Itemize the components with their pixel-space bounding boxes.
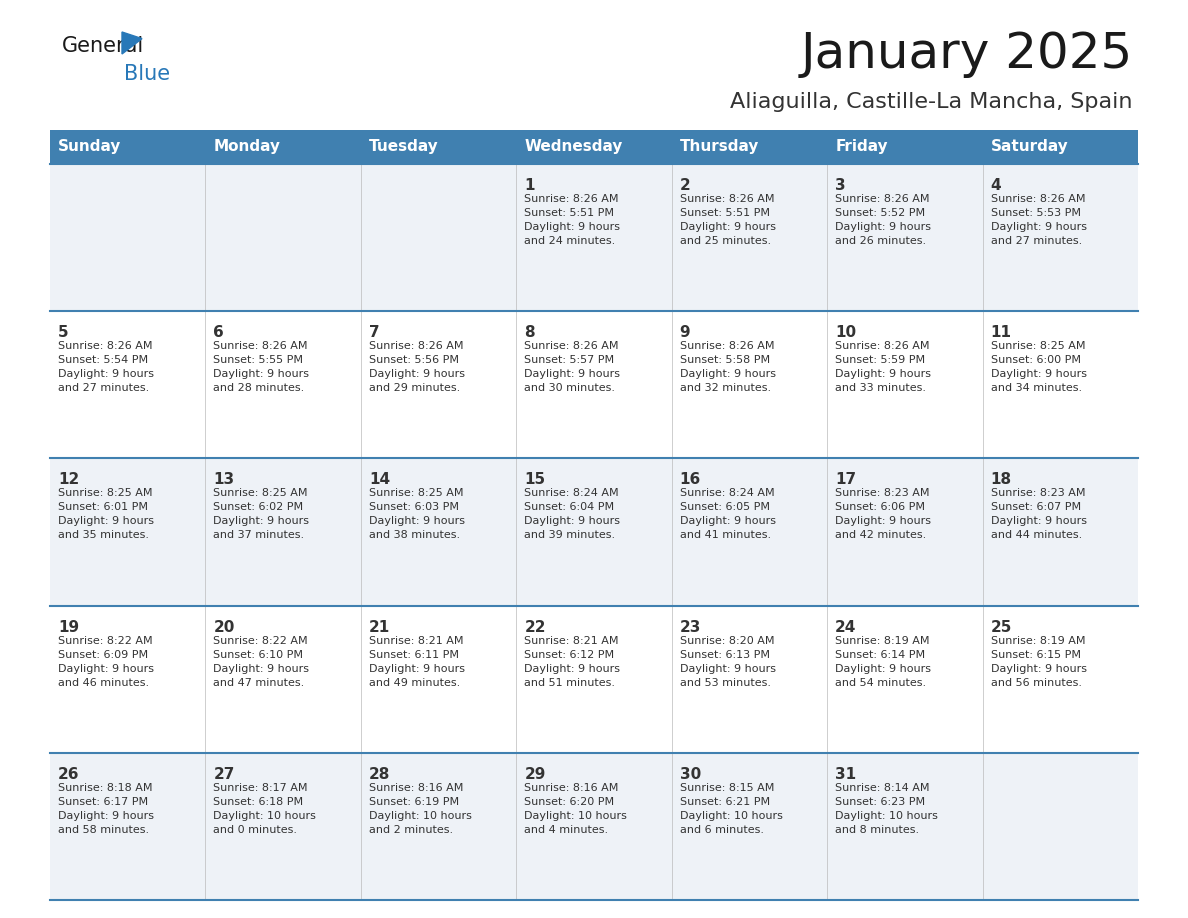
Text: 15: 15 [524,473,545,487]
Text: 1: 1 [524,178,535,193]
Text: 4: 4 [991,178,1001,193]
Text: January 2025: January 2025 [801,30,1133,78]
Text: 10: 10 [835,325,857,341]
Text: Sunrise: 8:26 AM
Sunset: 5:52 PM
Daylight: 9 hours
and 26 minutes.: Sunrise: 8:26 AM Sunset: 5:52 PM Dayligh… [835,194,931,246]
Text: 30: 30 [680,767,701,782]
Text: Sunrise: 8:26 AM
Sunset: 5:51 PM
Daylight: 9 hours
and 24 minutes.: Sunrise: 8:26 AM Sunset: 5:51 PM Dayligh… [524,194,620,246]
Text: 12: 12 [58,473,80,487]
Text: 17: 17 [835,473,857,487]
Text: Sunrise: 8:26 AM
Sunset: 5:56 PM
Daylight: 9 hours
and 29 minutes.: Sunrise: 8:26 AM Sunset: 5:56 PM Dayligh… [368,341,465,393]
Text: 19: 19 [58,620,80,634]
Text: Sunrise: 8:24 AM
Sunset: 6:05 PM
Daylight: 9 hours
and 41 minutes.: Sunrise: 8:24 AM Sunset: 6:05 PM Dayligh… [680,488,776,541]
FancyBboxPatch shape [50,130,1138,164]
Text: Sunrise: 8:18 AM
Sunset: 6:17 PM
Daylight: 9 hours
and 58 minutes.: Sunrise: 8:18 AM Sunset: 6:17 PM Dayligh… [58,783,154,834]
Text: Sunrise: 8:26 AM
Sunset: 5:51 PM
Daylight: 9 hours
and 25 minutes.: Sunrise: 8:26 AM Sunset: 5:51 PM Dayligh… [680,194,776,246]
Text: 11: 11 [991,325,1011,341]
FancyBboxPatch shape [50,311,1138,458]
FancyBboxPatch shape [50,753,1138,900]
Text: Sunrise: 8:21 AM
Sunset: 6:12 PM
Daylight: 9 hours
and 51 minutes.: Sunrise: 8:21 AM Sunset: 6:12 PM Dayligh… [524,635,620,688]
Text: Sunrise: 8:23 AM
Sunset: 6:06 PM
Daylight: 9 hours
and 42 minutes.: Sunrise: 8:23 AM Sunset: 6:06 PM Dayligh… [835,488,931,541]
Text: 23: 23 [680,620,701,634]
Text: Sunrise: 8:26 AM
Sunset: 5:54 PM
Daylight: 9 hours
and 27 minutes.: Sunrise: 8:26 AM Sunset: 5:54 PM Dayligh… [58,341,154,393]
Text: Tuesday: Tuesday [368,140,438,154]
FancyBboxPatch shape [50,606,1138,753]
Text: 5: 5 [58,325,69,341]
Text: Sunrise: 8:26 AM
Sunset: 5:53 PM
Daylight: 9 hours
and 27 minutes.: Sunrise: 8:26 AM Sunset: 5:53 PM Dayligh… [991,194,1087,246]
Text: Saturday: Saturday [991,140,1068,154]
Text: Sunrise: 8:19 AM
Sunset: 6:14 PM
Daylight: 9 hours
and 54 minutes.: Sunrise: 8:19 AM Sunset: 6:14 PM Dayligh… [835,635,931,688]
Text: 26: 26 [58,767,80,782]
Text: 24: 24 [835,620,857,634]
FancyBboxPatch shape [50,458,1138,606]
Text: 27: 27 [214,767,235,782]
FancyBboxPatch shape [50,164,1138,311]
Text: Blue: Blue [124,64,170,84]
Text: Sunday: Sunday [58,140,121,154]
Text: Sunrise: 8:16 AM
Sunset: 6:19 PM
Daylight: 10 hours
and 2 minutes.: Sunrise: 8:16 AM Sunset: 6:19 PM Dayligh… [368,783,472,834]
Text: Sunrise: 8:20 AM
Sunset: 6:13 PM
Daylight: 9 hours
and 53 minutes.: Sunrise: 8:20 AM Sunset: 6:13 PM Dayligh… [680,635,776,688]
Text: Friday: Friday [835,140,887,154]
Text: 29: 29 [524,767,545,782]
Text: Thursday: Thursday [680,140,759,154]
Text: Sunrise: 8:17 AM
Sunset: 6:18 PM
Daylight: 10 hours
and 0 minutes.: Sunrise: 8:17 AM Sunset: 6:18 PM Dayligh… [214,783,316,834]
Text: Sunrise: 8:25 AM
Sunset: 6:03 PM
Daylight: 9 hours
and 38 minutes.: Sunrise: 8:25 AM Sunset: 6:03 PM Dayligh… [368,488,465,541]
Text: 16: 16 [680,473,701,487]
Text: Sunrise: 8:25 AM
Sunset: 6:01 PM
Daylight: 9 hours
and 35 minutes.: Sunrise: 8:25 AM Sunset: 6:01 PM Dayligh… [58,488,154,541]
Text: Sunrise: 8:22 AM
Sunset: 6:09 PM
Daylight: 9 hours
and 46 minutes.: Sunrise: 8:22 AM Sunset: 6:09 PM Dayligh… [58,635,154,688]
Text: Monday: Monday [214,140,280,154]
Text: 2: 2 [680,178,690,193]
Polygon shape [122,32,143,54]
Text: 8: 8 [524,325,535,341]
Text: 22: 22 [524,620,545,634]
Text: Sunrise: 8:14 AM
Sunset: 6:23 PM
Daylight: 10 hours
and 8 minutes.: Sunrise: 8:14 AM Sunset: 6:23 PM Dayligh… [835,783,939,834]
Text: Sunrise: 8:22 AM
Sunset: 6:10 PM
Daylight: 9 hours
and 47 minutes.: Sunrise: 8:22 AM Sunset: 6:10 PM Dayligh… [214,635,309,688]
Text: Sunrise: 8:24 AM
Sunset: 6:04 PM
Daylight: 9 hours
and 39 minutes.: Sunrise: 8:24 AM Sunset: 6:04 PM Dayligh… [524,488,620,541]
Text: Sunrise: 8:26 AM
Sunset: 5:59 PM
Daylight: 9 hours
and 33 minutes.: Sunrise: 8:26 AM Sunset: 5:59 PM Dayligh… [835,341,931,393]
Text: 13: 13 [214,473,234,487]
Text: 14: 14 [368,473,390,487]
Text: Sunrise: 8:26 AM
Sunset: 5:58 PM
Daylight: 9 hours
and 32 minutes.: Sunrise: 8:26 AM Sunset: 5:58 PM Dayligh… [680,341,776,393]
Text: General: General [62,36,144,56]
Text: Sunrise: 8:26 AM
Sunset: 5:57 PM
Daylight: 9 hours
and 30 minutes.: Sunrise: 8:26 AM Sunset: 5:57 PM Dayligh… [524,341,620,393]
Text: Sunrise: 8:21 AM
Sunset: 6:11 PM
Daylight: 9 hours
and 49 minutes.: Sunrise: 8:21 AM Sunset: 6:11 PM Dayligh… [368,635,465,688]
Text: Sunrise: 8:16 AM
Sunset: 6:20 PM
Daylight: 10 hours
and 4 minutes.: Sunrise: 8:16 AM Sunset: 6:20 PM Dayligh… [524,783,627,834]
Text: 7: 7 [368,325,379,341]
Text: 3: 3 [835,178,846,193]
Text: 18: 18 [991,473,1012,487]
Text: Sunrise: 8:26 AM
Sunset: 5:55 PM
Daylight: 9 hours
and 28 minutes.: Sunrise: 8:26 AM Sunset: 5:55 PM Dayligh… [214,341,309,393]
Text: Sunrise: 8:25 AM
Sunset: 6:00 PM
Daylight: 9 hours
and 34 minutes.: Sunrise: 8:25 AM Sunset: 6:00 PM Dayligh… [991,341,1087,393]
Text: 6: 6 [214,325,225,341]
Text: 28: 28 [368,767,390,782]
Text: 20: 20 [214,620,235,634]
Text: Sunrise: 8:15 AM
Sunset: 6:21 PM
Daylight: 10 hours
and 6 minutes.: Sunrise: 8:15 AM Sunset: 6:21 PM Dayligh… [680,783,783,834]
Text: 9: 9 [680,325,690,341]
Text: Wednesday: Wednesday [524,140,623,154]
Text: Sunrise: 8:23 AM
Sunset: 6:07 PM
Daylight: 9 hours
and 44 minutes.: Sunrise: 8:23 AM Sunset: 6:07 PM Dayligh… [991,488,1087,541]
Text: 21: 21 [368,620,390,634]
Text: 31: 31 [835,767,857,782]
Text: 25: 25 [991,620,1012,634]
Text: Sunrise: 8:19 AM
Sunset: 6:15 PM
Daylight: 9 hours
and 56 minutes.: Sunrise: 8:19 AM Sunset: 6:15 PM Dayligh… [991,635,1087,688]
Text: Sunrise: 8:25 AM
Sunset: 6:02 PM
Daylight: 9 hours
and 37 minutes.: Sunrise: 8:25 AM Sunset: 6:02 PM Dayligh… [214,488,309,541]
Text: Aliaguilla, Castille-La Mancha, Spain: Aliaguilla, Castille-La Mancha, Spain [731,92,1133,112]
